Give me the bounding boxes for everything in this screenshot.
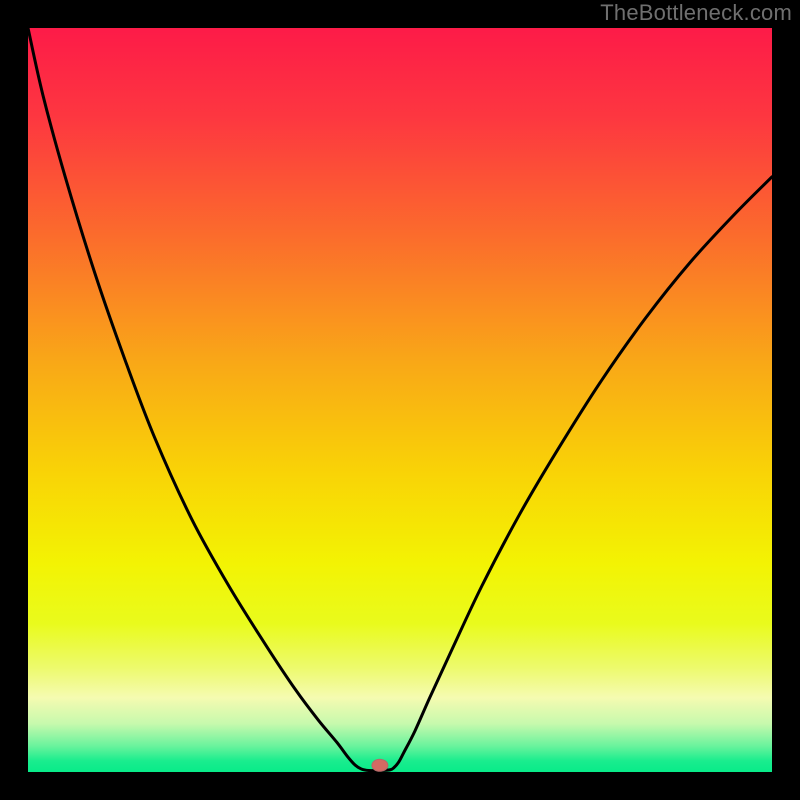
bottleneck-chart: [0, 0, 800, 800]
watermark-text: TheBottleneck.com: [600, 0, 792, 26]
chart-frame: TheBottleneck.com: [0, 0, 800, 800]
optimal-point-marker: [372, 759, 388, 771]
